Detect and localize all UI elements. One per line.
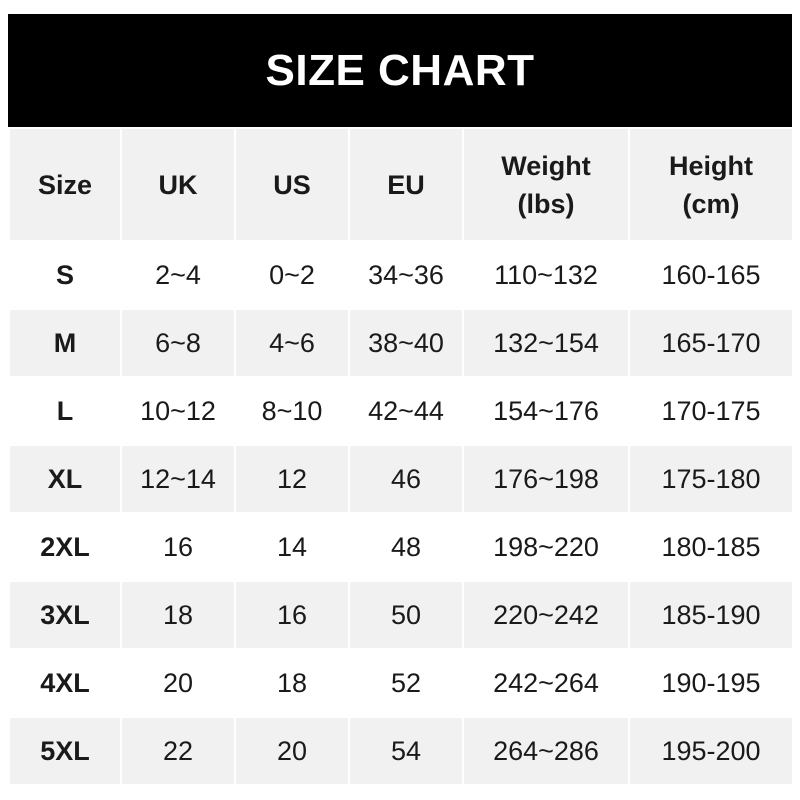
cell-uk: 10~12 (120, 376, 236, 446)
cell-weight: 198~220 (462, 512, 630, 582)
cell-us: 0~2 (234, 240, 350, 310)
column-header-weight: Weight (lbs) (462, 127, 630, 242)
cell-uk: 12~14 (120, 444, 236, 514)
cell-uk: 6~8 (120, 308, 236, 378)
cell-size: 3XL (8, 580, 122, 650)
cell-weight: 110~132 (462, 240, 630, 310)
table-row: 3XL 18 16 50 220~242 185-190 (8, 580, 794, 650)
cell-weight: 176~198 (462, 444, 630, 514)
cell-eu: 34~36 (348, 240, 464, 310)
cell-us: 18 (234, 648, 350, 718)
cell-eu: 46 (348, 444, 464, 514)
cell-us: 8~10 (234, 376, 350, 446)
cell-height: 170-175 (628, 376, 794, 446)
cell-weight: 132~154 (462, 308, 630, 378)
cell-size: 4XL (8, 648, 122, 718)
cell-us: 4~6 (234, 308, 350, 378)
size-chart-title: SIZE CHART (8, 14, 792, 127)
cell-uk: 18 (120, 580, 236, 650)
cell-uk: 16 (120, 512, 236, 582)
cell-size: 2XL (8, 512, 122, 582)
table-row: XL 12~14 12 46 176~198 175-180 (8, 444, 794, 514)
cell-us: 14 (234, 512, 350, 582)
cell-height: 190-195 (628, 648, 794, 718)
cell-height: 165-170 (628, 308, 794, 378)
cell-height: 160-165 (628, 240, 794, 310)
cell-weight: 220~242 (462, 580, 630, 650)
cell-weight: 242~264 (462, 648, 630, 718)
column-header-us: US (234, 127, 350, 242)
cell-uk: 20 (120, 648, 236, 718)
cell-size: 5XL (8, 716, 122, 786)
column-header-uk: UK (120, 127, 236, 242)
cell-size: XL (8, 444, 122, 514)
cell-eu: 50 (348, 580, 464, 650)
cell-size: S (8, 240, 122, 310)
cell-us: 16 (234, 580, 350, 650)
cell-us: 12 (234, 444, 350, 514)
table-row: 2XL 16 14 48 198~220 180-185 (8, 512, 794, 582)
cell-size: L (8, 376, 122, 446)
cell-height: 175-180 (628, 444, 794, 514)
table-row: M 6~8 4~6 38~40 132~154 165-170 (8, 308, 794, 378)
cell-eu: 48 (348, 512, 464, 582)
cell-weight: 264~286 (462, 716, 630, 786)
cell-us: 20 (234, 716, 350, 786)
header-row: Size UK US EU Weight (lbs) Height (cm) (8, 127, 794, 242)
cell-uk: 22 (120, 716, 236, 786)
cell-height: 185-190 (628, 580, 794, 650)
cell-height: 195-200 (628, 716, 794, 786)
cell-eu: 38~40 (348, 308, 464, 378)
cell-size: M (8, 308, 122, 378)
cell-eu: 52 (348, 648, 464, 718)
cell-eu: 42~44 (348, 376, 464, 446)
size-table: Size UK US EU Weight (lbs) Height (cm) S 2~4 0~2 3… (8, 127, 794, 786)
column-header-eu: EU (348, 127, 464, 242)
column-header-height: Height (cm) (628, 127, 794, 242)
table-row: 5XL 22 20 54 264~286 195-200 (8, 716, 794, 786)
column-header-size: Size (8, 127, 122, 242)
table-row: L 10~12 8~10 42~44 154~176 170-175 (8, 376, 794, 446)
table-row: 4XL 20 18 52 242~264 190-195 (8, 648, 794, 718)
cell-uk: 2~4 (120, 240, 236, 310)
cell-height: 180-185 (628, 512, 794, 582)
table-row: S 2~4 0~2 34~36 110~132 160-165 (8, 240, 794, 310)
cell-weight: 154~176 (462, 376, 630, 446)
cell-eu: 54 (348, 716, 464, 786)
